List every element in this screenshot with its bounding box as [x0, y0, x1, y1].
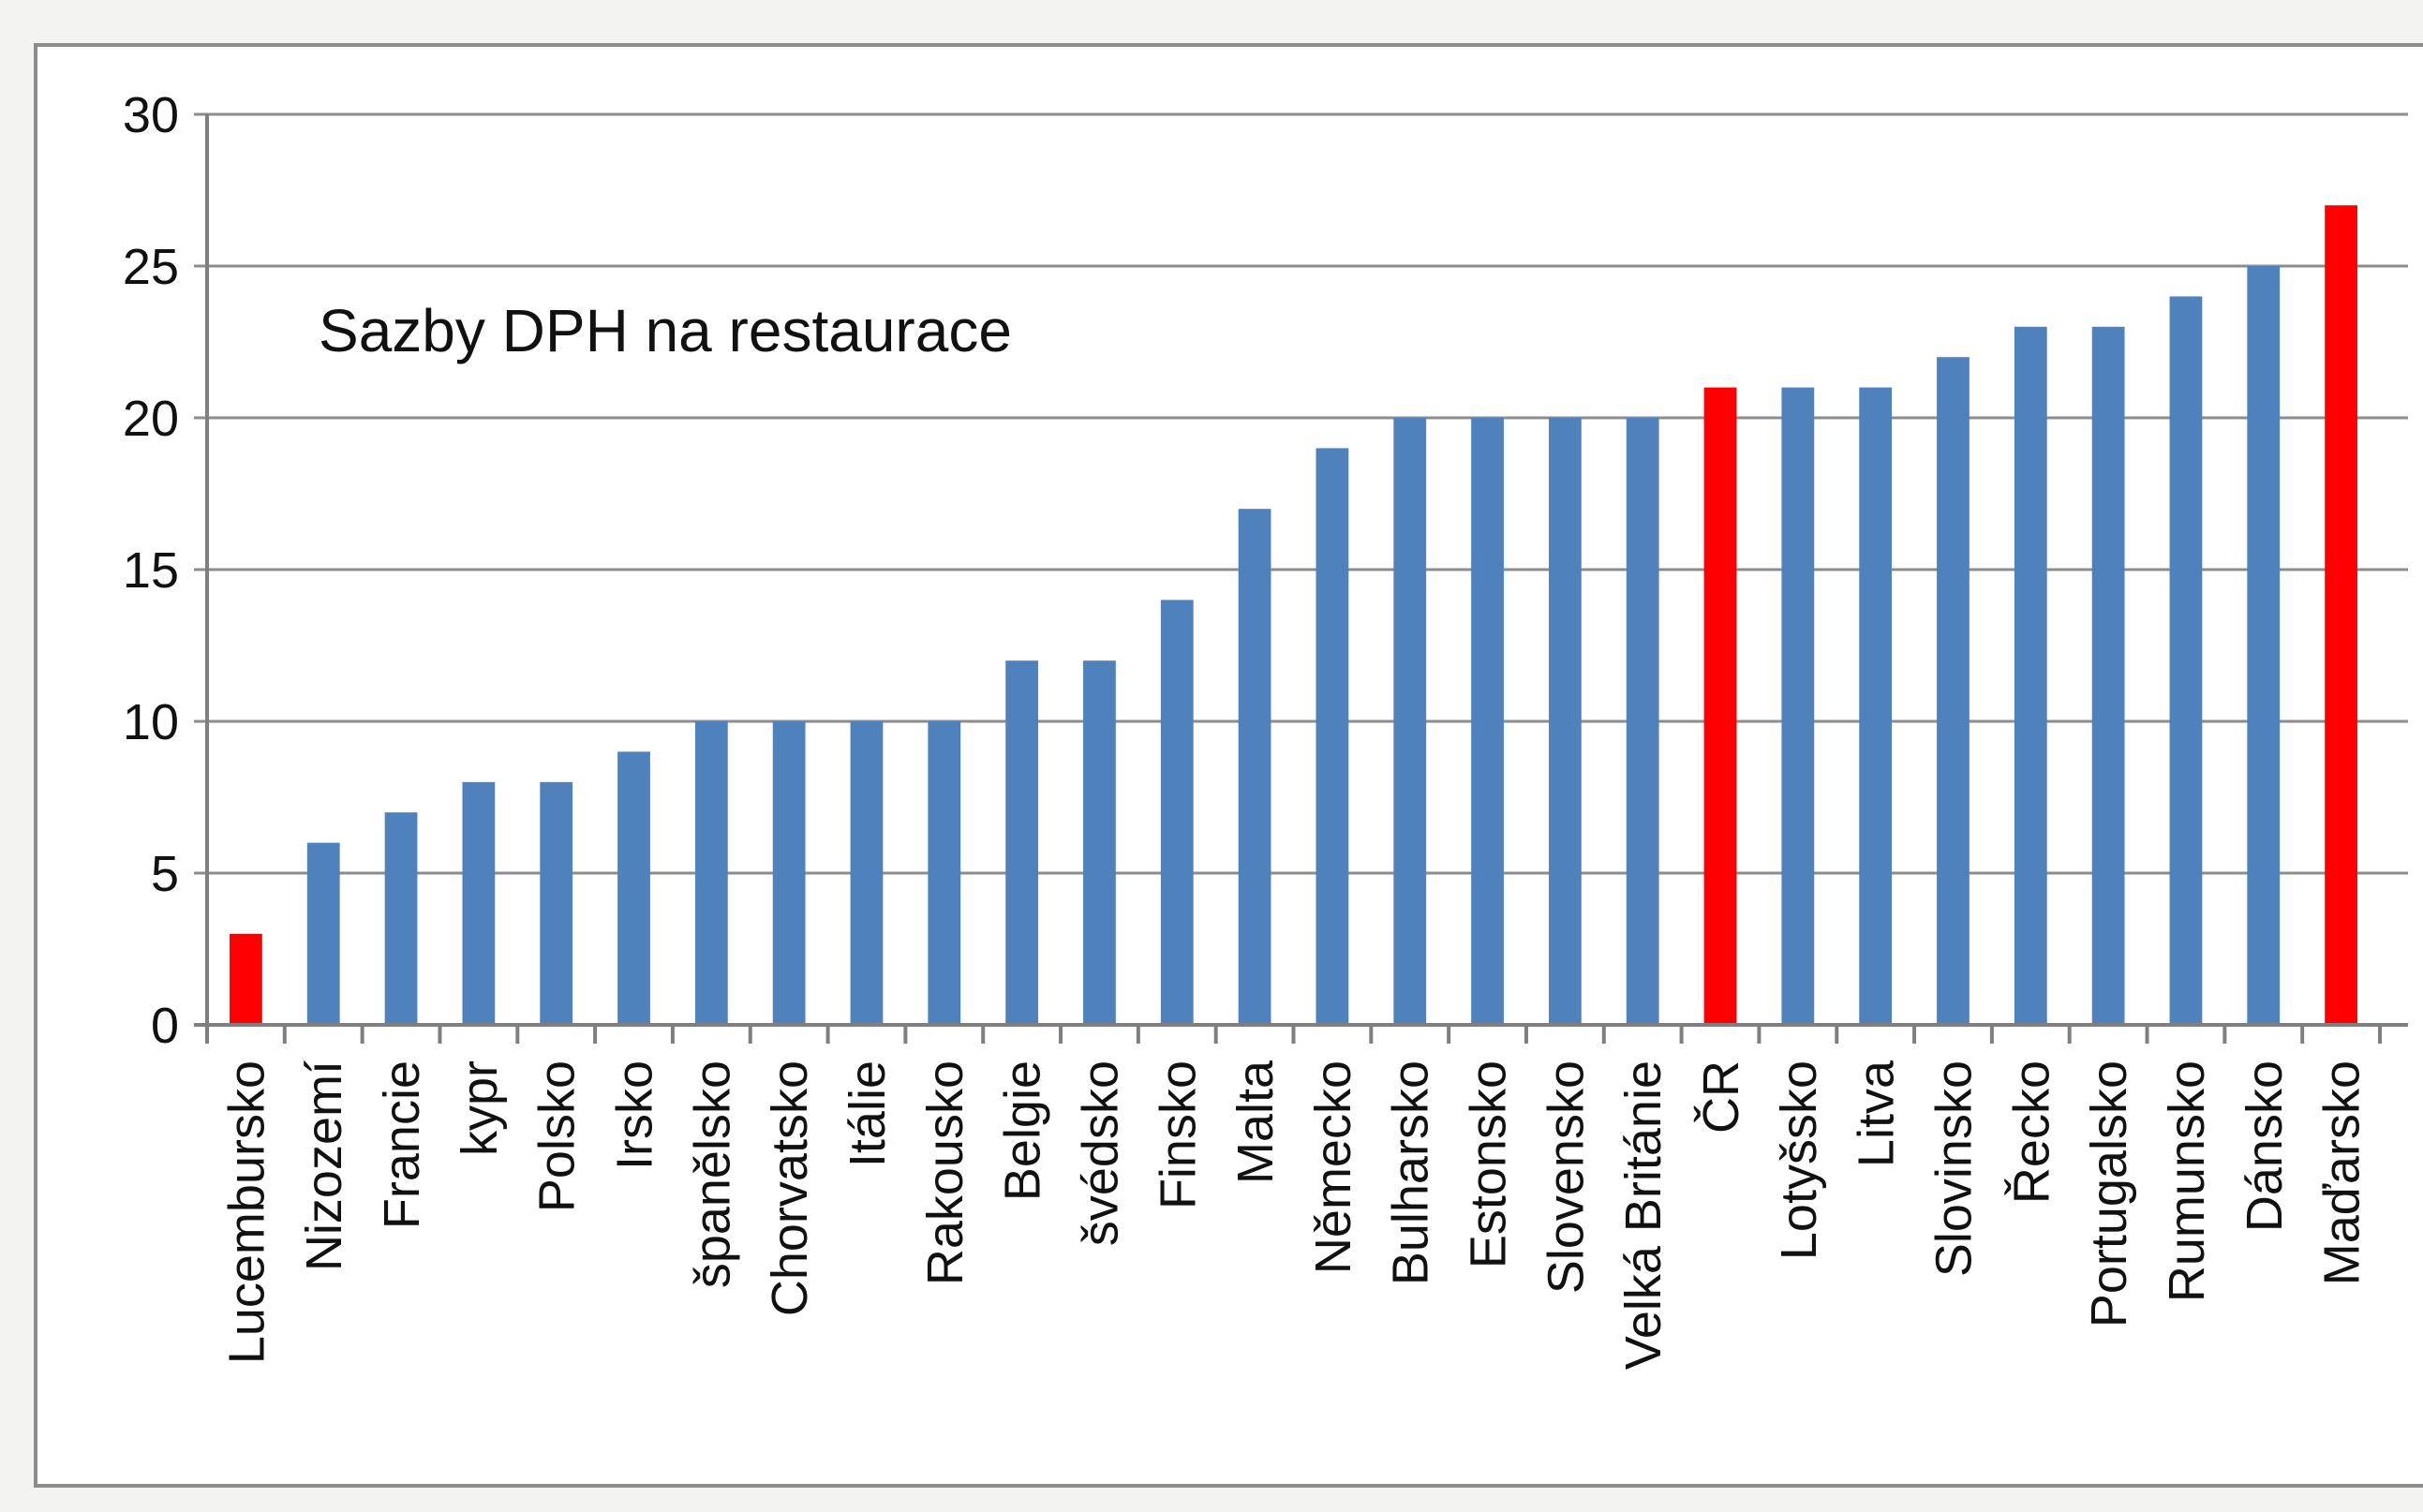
bar	[772, 721, 806, 1025]
x-category-label: Polsko	[529, 1060, 586, 1212]
bar	[1005, 660, 1039, 1025]
bar	[1937, 357, 1970, 1025]
x-category-label: ČR	[1693, 1060, 1749, 1134]
bar	[2247, 266, 2281, 1025]
bar	[1703, 387, 1737, 1026]
x-category-label: Bulharsko	[1383, 1060, 1439, 1285]
x-category-label: Rumunsko	[2159, 1060, 2215, 1302]
x-category-label: kypr	[452, 1060, 508, 1156]
x-category-label: Velká Británie	[1615, 1060, 1672, 1370]
bars	[230, 205, 2357, 1026]
chart-title: Sazby DPH na restaurace	[319, 297, 1012, 364]
x-category-label: Malta	[1227, 1060, 1284, 1184]
x-category-label: Rakousko	[917, 1060, 974, 1285]
bar	[694, 721, 728, 1025]
x-category-label: Litva	[1849, 1060, 1905, 1167]
x-category-label: Slovinsko	[1925, 1060, 1982, 1277]
y-tick-label: 30	[123, 87, 179, 143]
x-category-label: Portugalsko	[2081, 1060, 2137, 1327]
bar	[1316, 448, 1349, 1025]
bar	[2091, 326, 2125, 1025]
x-category-label: Slovensko	[1538, 1060, 1594, 1294]
x-category-label: Nizozemí	[296, 1060, 352, 1271]
bar	[617, 751, 650, 1025]
bar	[1160, 600, 1194, 1025]
bar	[2325, 205, 2357, 1025]
bar	[540, 781, 573, 1025]
bar	[1083, 660, 1116, 1025]
bar	[2014, 326, 2047, 1025]
y-tick-label: 10	[123, 694, 179, 750]
x-category-label: Chorvatsko	[762, 1060, 818, 1316]
bar	[1238, 509, 1271, 1025]
x-category-label: Finsko	[1150, 1060, 1206, 1209]
y-tick-label: 0	[151, 998, 179, 1054]
bar	[462, 781, 496, 1025]
x-category-label: Francie	[374, 1060, 430, 1229]
x-category-label: Estonsko	[1461, 1060, 1517, 1268]
bar	[1626, 418, 1659, 1025]
bar	[850, 721, 884, 1025]
x-category-label: Lucembursko	[218, 1060, 275, 1364]
x-category-label: Německo	[1305, 1060, 1361, 1274]
x-category-label: Irsko	[607, 1060, 663, 1170]
bar	[1781, 387, 1815, 1026]
gridlines	[194, 112, 2408, 875]
chart-frame[interactable]: 0 5 10 15 20 25 30 Lucembursko Nizozemí Francie k…	[34, 43, 2423, 1488]
y-tick-label: 20	[123, 391, 179, 447]
bar	[1393, 418, 1427, 1025]
x-category-label: Lotyšsko	[1771, 1060, 1827, 1260]
x-category-labels: Lucembursko Nizozemí Francie kypr Polsko Irsk…	[218, 1060, 2370, 1370]
bar	[384, 812, 418, 1025]
bar	[2169, 296, 2203, 1025]
x-category-label: Itálie	[840, 1060, 896, 1167]
y-tick-labels: 0 5 10 15 20 25 30	[123, 87, 179, 1054]
x-category-label: švédsko	[1072, 1060, 1128, 1246]
x-category-label: Maďarsko	[2314, 1060, 2371, 1285]
bar	[1859, 387, 1893, 1026]
bar	[1471, 418, 1504, 1025]
bar	[1548, 418, 1582, 1025]
vat-rate-chart: 0 5 10 15 20 25 30 Lucembursko Nizozemí Francie k…	[123, 87, 2408, 1370]
y-tick-label: 5	[151, 846, 179, 902]
x-category-label: Dánsko	[2237, 1060, 2293, 1232]
axes	[194, 114, 2408, 1044]
x-category-label: Řecko	[2003, 1060, 2059, 1204]
bar	[306, 842, 340, 1025]
x-category-label: španělsko	[684, 1060, 740, 1288]
bar	[230, 933, 262, 1025]
bar	[928, 721, 961, 1025]
x-category-label: Belgie	[995, 1060, 1051, 1201]
y-tick-label: 15	[123, 542, 179, 599]
y-tick-label: 25	[123, 239, 179, 295]
